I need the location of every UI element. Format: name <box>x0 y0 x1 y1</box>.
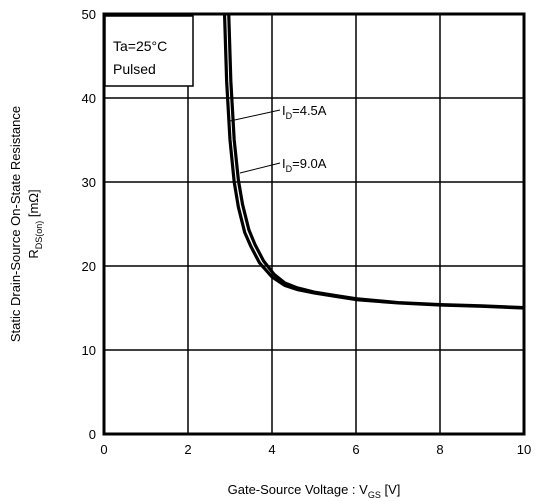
x-tick-label-10: 10 <box>517 442 531 457</box>
x-tick-label-2: 2 <box>184 442 191 457</box>
x-tick-label-8: 8 <box>436 442 443 457</box>
y-tick-label-20: 20 <box>82 259 96 274</box>
series-line-1 <box>222 13 525 310</box>
series-label-leader-2 <box>239 162 281 174</box>
x-axis-title: Gate-Source Voltage : VGS [V] <box>228 482 401 500</box>
tick-labels: 0 2 4 6 8 10 0 10 20 30 40 50 <box>82 7 532 457</box>
conditions-box: Ta=25°C Pulsed <box>104 15 194 87</box>
series-group <box>222 13 525 310</box>
grid <box>104 14 524 434</box>
y-tick-label-50: 50 <box>82 7 96 22</box>
y-tick-label-40: 40 <box>82 91 96 106</box>
plot-frame <box>102 12 526 436</box>
condition-mode: Pulsed <box>113 61 156 77</box>
y-tick-label-0: 0 <box>89 427 96 442</box>
series-annotations: ID=4.5A ID=9.0A <box>229 103 327 174</box>
x-tick-label-6: 6 <box>352 442 359 457</box>
x-tick-label-0: 0 <box>100 442 107 457</box>
y-axis-title-line1: Static Drain-Source On-State Resistance <box>8 106 23 342</box>
condition-temperature: Ta=25°C <box>113 38 167 54</box>
y-tick-label-10: 10 <box>82 343 96 358</box>
x-tick-label-4: 4 <box>268 442 275 457</box>
y-tick-label-30: 30 <box>82 175 96 190</box>
y-axis-title-line2: RDS(on) [mΩ] <box>26 189 44 258</box>
series-label-id-9-0a: ID=9.0A <box>282 156 327 174</box>
series-label-id-4-5a: ID=4.5A <box>282 103 327 121</box>
series-label-leader-1 <box>229 109 281 122</box>
series-line-2 <box>227 13 525 310</box>
